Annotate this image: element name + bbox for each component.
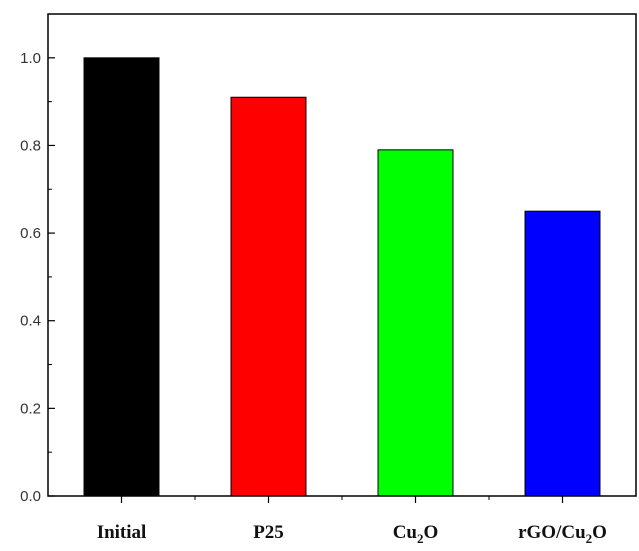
bar-rgo-cu2o: [524, 210, 601, 497]
bars-layer: [83, 57, 601, 497]
y-tick-label: 0.8: [20, 137, 41, 154]
labels-layer: 0.0 0.2 0.4 0.6 0.8 1.0 Initial P25 Cu2O rGO/Cu2O: [20, 50, 607, 546]
y-tick-label: 1.0: [20, 50, 41, 67]
axes-layer: [47, 13, 637, 503]
x-tick-label: rGO/Cu2O: [518, 522, 607, 546]
x-tick-label: Cu2O: [393, 522, 439, 546]
x-tick-label: Initial: [97, 522, 147, 543]
y-tick-label: 0.0: [20, 488, 41, 505]
x-tick-label: P25: [253, 522, 284, 543]
bar-initial: [83, 57, 160, 497]
y-tick-label: 0.2: [20, 400, 41, 417]
y-tick-label: 0.4: [20, 313, 41, 330]
bar-cu2o: [377, 149, 454, 497]
bar-p25: [230, 96, 307, 497]
y-tick-label: 0.6: [20, 225, 41, 242]
